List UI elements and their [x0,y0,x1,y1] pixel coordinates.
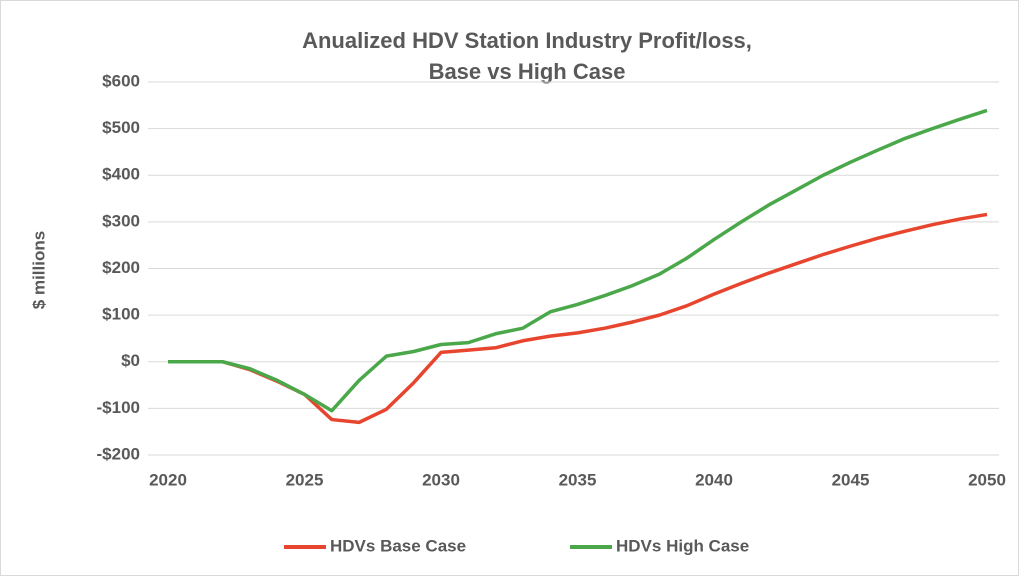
x-tick-label: 2035 [559,470,597,489]
x-tick-label: 2045 [832,470,870,489]
y-tick-label: $400 [102,165,140,184]
legend-label: HDVs High Case [616,536,749,555]
y-tick-label: $100 [102,305,140,324]
x-tick-label: 2050 [968,470,1006,489]
legend-label: HDVs Base Case [330,536,466,555]
chart-title: Base vs High Case [429,59,626,84]
y-tick-label: $500 [102,118,140,137]
y-tick-label: $0 [121,351,140,370]
y-tick-label: $600 [102,71,140,90]
x-tick-label: 2025 [286,470,324,489]
series-line [168,108,988,413]
x-tick-label: 2040 [695,470,733,489]
y-tick-label: $300 [102,211,140,230]
chart-title: Anualized HDV Station Industry Profit/lo… [302,28,752,53]
y-tick-label: -$200 [97,444,140,463]
x-tick-label: 2020 [149,470,187,489]
y-tick-label: -$100 [97,398,140,417]
x-tick-label: 2030 [422,470,460,489]
y-tick-label: $200 [102,258,140,277]
y-axis-label: $ millions [29,231,48,309]
